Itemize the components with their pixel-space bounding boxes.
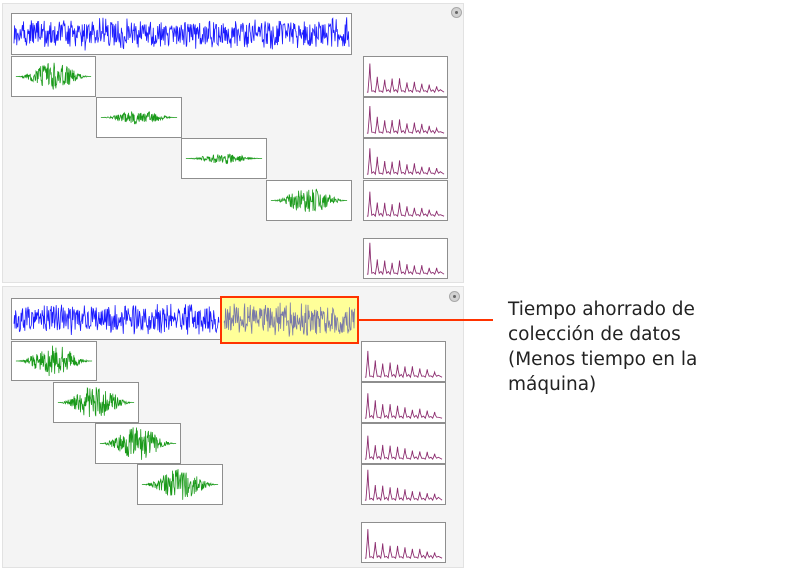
full-signal-trace — [13, 303, 220, 336]
spectrum-trace — [364, 529, 443, 560]
callout-line — [358, 319, 493, 321]
spectrum-box — [363, 138, 448, 179]
spectrum-sum-box — [363, 238, 448, 279]
full-signal-trace — [13, 17, 350, 51]
spectrum-sum-box — [361, 522, 446, 563]
window-trace — [57, 386, 135, 418]
annotation-line-4: máquina) — [508, 374, 597, 395]
window-trace — [99, 427, 177, 460]
close-icon[interactable] — [451, 7, 462, 18]
spectrum-trace — [366, 105, 445, 135]
spectrum-box — [361, 423, 446, 464]
annotation-line-3: (Menos tiempo en la — [508, 349, 698, 370]
annotation-line-1: Tiempo ahorrado de — [508, 299, 695, 320]
time-saved-trace — [223, 302, 356, 337]
spectrum-trace — [366, 63, 445, 94]
window-trace — [15, 62, 92, 90]
spectrum-box — [361, 341, 446, 382]
spectrum-trace — [364, 435, 443, 461]
window-trace — [15, 345, 93, 377]
window-segment-1 — [11, 56, 96, 97]
window-segment-2 — [96, 97, 182, 138]
close-icon[interactable] — [449, 291, 460, 302]
window-segment-2 — [53, 382, 139, 423]
spectrum-box — [363, 56, 448, 97]
full-signal-box — [11, 298, 221, 340]
window-trace — [270, 188, 348, 212]
spectrum-trace — [364, 469, 443, 502]
spectrum-trace — [366, 242, 445, 276]
window-trace — [141, 469, 219, 500]
spectrum-trace — [364, 350, 443, 379]
window-segment-4 — [266, 180, 352, 221]
spectrum-box — [363, 97, 448, 138]
window-trace — [185, 153, 263, 165]
window-segment-3 — [181, 138, 267, 179]
spectrum-box — [361, 382, 446, 423]
time-saved-highlight — [220, 296, 359, 344]
spectrum-box — [361, 464, 446, 505]
window-trace — [100, 110, 178, 125]
window-segment-1 — [11, 341, 97, 381]
spectrum-trace — [364, 393, 443, 420]
window-segment-4 — [137, 464, 223, 505]
window-segment-3 — [95, 423, 181, 464]
full-signal-box — [11, 13, 352, 55]
spectrum-box — [363, 180, 448, 221]
time-saved-annotation: Tiempo ahorrado de colección de datos (M… — [508, 297, 798, 397]
annotation-line-2: colección de datos — [508, 324, 681, 345]
spectrum-trace — [366, 148, 445, 176]
spectrum-trace — [366, 191, 445, 218]
